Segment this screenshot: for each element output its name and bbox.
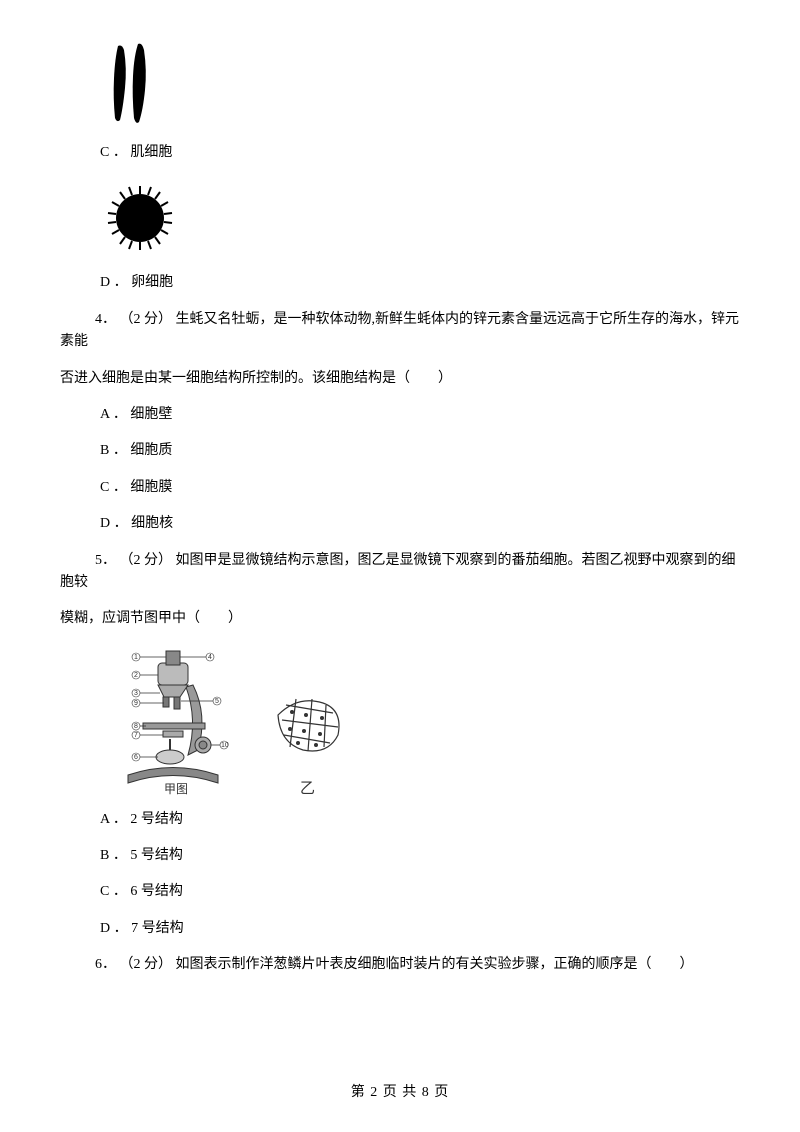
figure-label-right: 乙: [300, 781, 315, 795]
option-prefix: B ．: [100, 848, 127, 863]
svg-text:1: 1: [134, 654, 138, 661]
svg-text:6: 6: [134, 754, 138, 761]
page-footer: 第 2 页 共 8 页: [0, 1082, 800, 1104]
option-prefix: D ．: [100, 275, 128, 290]
svg-text:5: 5: [215, 698, 219, 705]
question-points: （2 分）: [120, 957, 173, 972]
q4-optionB: B ． 细胞质: [100, 440, 740, 462]
option-label: 卵细胞: [131, 275, 173, 290]
q5-figure: 1 2 3 9 8 7 6 4 5 10 甲图: [108, 645, 740, 795]
option-prefix: D ．: [100, 921, 128, 936]
question-stem: 否进入细胞是由某一细胞结构所控制的。该细胞结构是（ ）: [60, 371, 452, 386]
footer-total: 8: [422, 1085, 430, 1100]
svg-text:4: 4: [208, 654, 212, 661]
question-number: 4．: [95, 312, 116, 327]
svg-text:9: 9: [134, 700, 138, 707]
q3-optionC-image: [100, 38, 740, 128]
q3-optionC: C ． 肌细胞: [100, 142, 740, 164]
svg-text:8: 8: [134, 723, 138, 730]
q5-optionB: B ． 5 号结构: [100, 845, 740, 867]
question-stem: 模糊，应调节图甲中（ ）: [60, 611, 242, 626]
svg-text:7: 7: [134, 732, 138, 739]
option-prefix: A ．: [100, 812, 127, 827]
option-prefix: C ．: [100, 145, 127, 160]
option-label: 细胞质: [130, 443, 172, 458]
option-label: 7 号结构: [131, 921, 184, 936]
option-label: 6 号结构: [130, 884, 183, 899]
q6-stem: 6． （2 分） 如图表示制作洋葱鳞片叶表皮细胞临时装片的有关实验步骤，正确的顺…: [60, 954, 740, 976]
svg-text:2: 2: [134, 672, 138, 679]
option-label: 肌细胞: [130, 145, 172, 160]
figure-label-left: 甲图: [164, 782, 188, 795]
option-prefix: A ．: [100, 407, 127, 422]
q4-optionD: D ． 细胞核: [100, 513, 740, 535]
q5-optionC: C ． 6 号结构: [100, 881, 740, 903]
q4-optionA: A ． 细胞壁: [100, 404, 740, 426]
footer-prefix: 第: [351, 1085, 371, 1100]
question-points: （2 分）: [120, 553, 173, 568]
option-label: 细胞核: [131, 516, 173, 531]
q5-optionD: D ． 7 号结构: [100, 918, 740, 940]
q3-optionD: D ． 卵细胞: [100, 272, 740, 294]
option-prefix: C ．: [100, 480, 127, 495]
option-prefix: C ．: [100, 884, 127, 899]
question-points: （2 分）: [120, 312, 173, 327]
option-label: 5 号结构: [130, 848, 183, 863]
option-label: 2 号结构: [130, 812, 183, 827]
option-label: 细胞膜: [130, 480, 172, 495]
q3-optionD-image: [100, 178, 740, 258]
footer-mid: 页 共: [378, 1085, 422, 1100]
question-number: 5．: [95, 553, 116, 568]
option-prefix: D ．: [100, 516, 128, 531]
option-prefix: B ．: [100, 443, 127, 458]
q5-stem-line1: 5． （2 分） 如图甲是显微镜结构示意图，图乙是显微镜下观察到的番茄细胞。若图…: [60, 550, 740, 595]
footer-suffix: 页: [430, 1085, 450, 1100]
svg-text:3: 3: [134, 690, 138, 697]
question-stem: 如图表示制作洋葱鳞片叶表皮细胞临时装片的有关实验步骤，正确的顺序是（ ）: [176, 957, 694, 972]
q5-optionA: A ． 2 号结构: [100, 809, 740, 831]
svg-text:10: 10: [221, 742, 229, 749]
option-label: 细胞壁: [130, 407, 172, 422]
q4-stem-line1: 4． （2 分） 生蚝又名牡蛎，是一种软体动物,新鲜生蚝体内的锌元素含量远远高于…: [60, 309, 740, 354]
q5-stem-line2: 模糊，应调节图甲中（ ）: [60, 608, 740, 630]
q4-stem-line2: 否进入细胞是由某一细胞结构所控制的。该细胞结构是（ ）: [60, 368, 740, 390]
question-number: 6．: [95, 957, 116, 972]
q4-optionC: C ． 细胞膜: [100, 477, 740, 499]
